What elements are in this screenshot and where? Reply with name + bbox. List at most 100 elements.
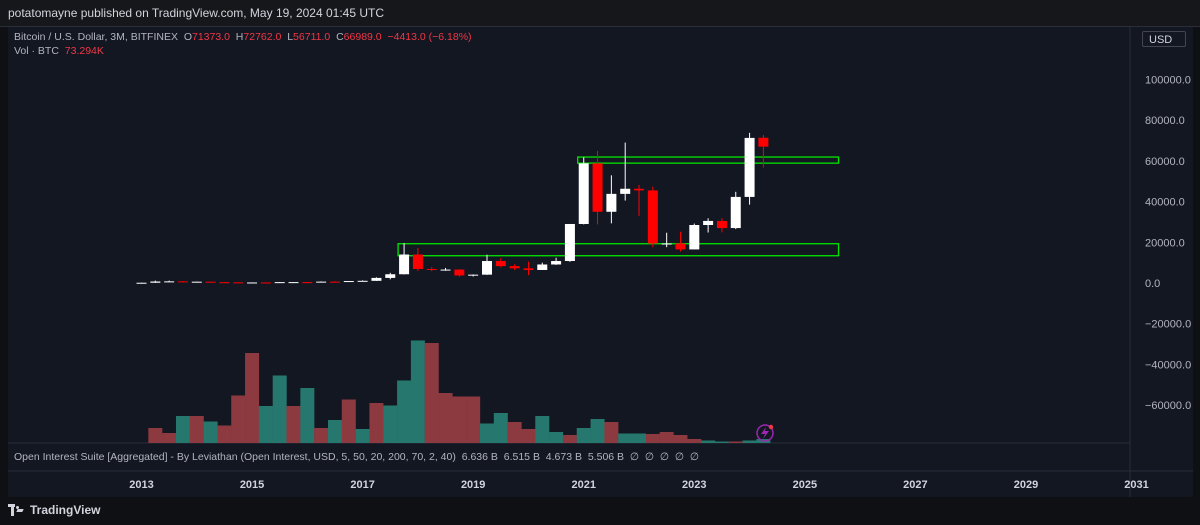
price-tick-label: 80000.0 [1145, 115, 1185, 127]
candle-body [426, 268, 437, 270]
volume-bar [618, 433, 633, 443]
support-zone [397, 243, 840, 257]
volume-bar [369, 403, 384, 443]
low-label: L [287, 31, 294, 43]
volume-bar [493, 413, 508, 443]
volume-bar [452, 396, 467, 443]
price-axis: 100000.0 80000.0 60000.0 40000.0 20000.0 0.0 −… [1129, 27, 1191, 497]
candle-body [509, 266, 520, 269]
volume-bar [480, 423, 494, 443]
volume-bar [175, 416, 190, 443]
volume-bar [687, 439, 702, 443]
indicator-value: ∅ [629, 451, 640, 463]
volume-bar [341, 399, 356, 443]
volume-bar [314, 428, 329, 443]
candle-body [606, 193, 617, 212]
volume-bar [397, 380, 412, 443]
time-tick-label: 2023 [682, 479, 706, 491]
close-value: 66989.0 [343, 31, 382, 43]
volume-bar [714, 441, 729, 443]
volume-value: 73.294K [64, 45, 104, 57]
candle-body [288, 282, 299, 284]
indicator-legend: Open Interest Suite [Aggregated] - By Le… [14, 451, 699, 463]
volume-bar [507, 422, 522, 443]
indicator-value: 6.515 B [503, 451, 540, 463]
symbol-title[interactable]: Bitcoin / U.S. Dollar, 3M, BITFINEX [14, 31, 178, 43]
price-tick-label: 0.0 [1145, 278, 1160, 290]
price-tick-label: −60000.0 [1145, 400, 1191, 412]
candle-body [357, 280, 368, 282]
indicator-value: ∅ [659, 451, 670, 463]
volume-bar [645, 434, 660, 443]
candle-body [675, 243, 686, 250]
volume-bar [424, 343, 439, 443]
open-value: 71373.0 [191, 31, 230, 43]
lightning-icon-dot [768, 424, 774, 430]
volume-bar [231, 395, 246, 443]
price-tick-label: 20000.0 [1145, 237, 1185, 249]
candle-body [136, 282, 147, 284]
footer: TradingView [0, 497, 1200, 525]
indicator-value: ∅ [689, 451, 700, 463]
volume-label[interactable]: Vol · BTC [14, 45, 59, 57]
candle-body [744, 137, 755, 197]
price-chart[interactable]: 100000.0 80000.0 60000.0 40000.0 20000.0 0.0 −… [8, 27, 1193, 497]
candle-body [177, 281, 188, 283]
candle-body [564, 223, 575, 262]
candle-body [205, 281, 216, 283]
currency-button[interactable]: USD [1142, 31, 1186, 47]
volume-bar [383, 405, 398, 443]
change-value: −4413.0 (−6.18%) [387, 31, 472, 43]
volume-bar [203, 421, 218, 443]
candle-body [260, 282, 271, 284]
time-tick-label: 2017 [350, 479, 374, 491]
candle-body [399, 254, 410, 275]
tradingview-logo-icon [8, 504, 24, 516]
lightning-icon-bolt [761, 427, 769, 439]
volume-bar [562, 435, 577, 443]
volume-bar [217, 425, 232, 443]
candle-body [274, 282, 285, 284]
candle-body [620, 188, 631, 194]
time-tick-label: 2025 [793, 479, 817, 491]
indicator-name[interactable]: Open Interest Suite [Aggregated] - By Le… [14, 451, 456, 463]
tradingview-logo[interactable]: TradingView [8, 503, 100, 517]
candle-body [371, 277, 382, 281]
volume-bar [189, 416, 204, 443]
zones-layer [397, 156, 840, 257]
indicator-value: ∅ [674, 451, 685, 463]
volume-bar [728, 441, 743, 443]
volume-bar [521, 429, 536, 443]
candle-body [329, 281, 340, 283]
candle-body [703, 220, 714, 226]
chart-area[interactable]: 100000.0 80000.0 60000.0 40000.0 20000.0 0.0 −… [8, 27, 1193, 497]
volume-bar [300, 388, 315, 443]
candle-body [578, 163, 589, 224]
volume-bar [410, 340, 425, 443]
volume-bar [604, 422, 619, 443]
candle-body [316, 281, 327, 283]
volume-bar [701, 440, 716, 443]
volume-bar [632, 433, 647, 443]
volume-bar [245, 353, 260, 443]
high-value: 72762.0 [243, 31, 282, 43]
time-tick-label: 2021 [571, 479, 595, 491]
resistance-zone [577, 156, 840, 164]
price-tick-label: 40000.0 [1145, 197, 1185, 209]
candle-body [592, 163, 603, 212]
candle-body [523, 268, 534, 270]
volume-bar [355, 429, 370, 443]
publish-info: potatomayne published on TradingView.com… [8, 6, 385, 20]
time-tick-label: 2013 [129, 479, 153, 491]
high-label: H [235, 31, 244, 43]
candle-body [661, 243, 672, 245]
candle-body [468, 274, 479, 276]
candle-body [716, 220, 727, 229]
open-label: O [183, 31, 192, 43]
volume-bar [272, 375, 287, 443]
volume-bar [673, 435, 688, 443]
time-tick-label: 2031 [1124, 479, 1148, 491]
candle-body [150, 281, 161, 283]
candle-body [219, 282, 230, 284]
candle-body [537, 264, 548, 270]
